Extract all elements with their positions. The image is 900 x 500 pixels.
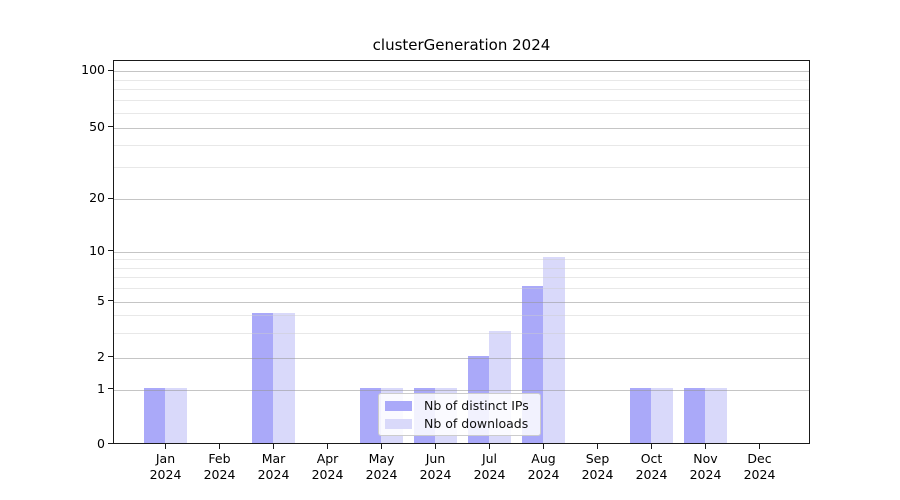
minor-gridline-90 — [114, 79, 809, 81]
x-tick-mark — [597, 444, 599, 449]
x-tick-mark — [651, 444, 653, 449]
y-tick-label-50: 50 — [89, 118, 105, 134]
y-tick-label-2: 2 — [97, 348, 105, 364]
bar-downloads-nov — [705, 387, 727, 443]
y-tick-label-20: 20 — [89, 190, 105, 205]
legend-label-distinct-ips: Nb of distinct IPs — [424, 398, 529, 413]
x-tick-mark — [705, 444, 707, 449]
minor-gridline-60 — [114, 112, 809, 114]
chart-title: clusterGeneration 2024 — [372, 36, 551, 54]
minor-gridline-6 — [114, 288, 809, 290]
legend-item-downloads: Nb of downloads — [385, 416, 540, 431]
x-tick-mark — [219, 444, 221, 449]
y-tick-label-5: 5 — [97, 292, 105, 308]
bar-distinct-ips-nov — [683, 387, 706, 443]
minor-gridline-40 — [114, 144, 809, 146]
x-tick-label-sep: Sep 2024 — [581, 451, 614, 482]
legend-swatch-downloads — [385, 418, 412, 429]
minor-gridline-8 — [114, 267, 809, 269]
legend: Nb of distinct IPs Nb of downloads — [378, 393, 541, 436]
y-tick-mark — [108, 126, 113, 128]
x-tick-mark — [381, 444, 383, 449]
bar-downloads-oct — [651, 387, 673, 443]
y-tick-label-1: 1 — [97, 380, 105, 396]
bar-distinct-ips-jan — [143, 387, 166, 443]
major-gridline-1 — [114, 389, 809, 391]
bar-downloads-jan — [165, 387, 187, 443]
y-tick-label-100: 100 — [81, 62, 105, 77]
x-tick-label-feb: Feb 2024 — [203, 451, 236, 482]
x-tick-label-jun: Jun 2024 — [419, 451, 452, 482]
x-tick-label-oct: Oct 2024 — [635, 451, 668, 482]
minor-gridline-3 — [114, 332, 809, 334]
major-gridline-10 — [114, 251, 809, 253]
x-tick-mark — [435, 444, 437, 449]
x-tick-label-aug: Aug 2024 — [527, 451, 560, 482]
minor-gridline-70 — [114, 100, 809, 102]
minor-gridline-9 — [114, 259, 809, 261]
y-tick-mark — [108, 69, 113, 71]
minor-gridline-7 — [114, 277, 809, 279]
y-tick-mark — [108, 356, 113, 358]
x-tick-label-jul: Jul 2024 — [473, 451, 506, 482]
bar-downloads-aug — [543, 257, 565, 443]
bar-distinct-ips-may — [359, 387, 382, 443]
major-gridline-20 — [114, 199, 809, 200]
y-tick-label-10: 10 — [89, 242, 105, 258]
x-tick-mark — [327, 444, 329, 449]
legend-swatch-distinct-ips — [385, 400, 412, 411]
y-tick-mark — [108, 197, 113, 199]
y-tick-mark — [108, 300, 113, 302]
x-tick-label-apr: Apr 2024 — [311, 451, 344, 482]
y-tick-mark — [108, 250, 113, 252]
x-tick-mark — [165, 444, 167, 449]
major-gridline-100 — [114, 71, 809, 72]
bar-distinct-ips-oct — [629, 387, 652, 443]
x-tick-label-mar: Mar 2024 — [257, 451, 290, 482]
legend-label-downloads: Nb of downloads — [424, 416, 529, 431]
major-gridline-2 — [114, 357, 809, 359]
plot-area — [113, 60, 810, 444]
y-tick-mark — [108, 388, 113, 390]
legend-item-distinct-ips: Nb of distinct IPs — [385, 398, 540, 413]
minor-gridline-80 — [114, 89, 809, 91]
bar-distinct-ips-mar — [251, 313, 274, 443]
minor-gridline-30 — [114, 167, 809, 169]
y-tick-label-0: 0 — [97, 435, 105, 451]
major-gridline-5 — [114, 301, 809, 303]
x-tick-label-jan: Jan 2024 — [149, 451, 182, 482]
major-gridline-50 — [114, 127, 809, 129]
x-tick-mark — [759, 444, 761, 449]
x-tick-mark — [273, 444, 275, 449]
x-tick-label-may: May 2024 — [365, 451, 398, 482]
x-tick-mark — [489, 444, 491, 449]
bar-downloads-mar — [273, 313, 295, 443]
y-tick-mark — [108, 443, 113, 445]
x-tick-mark — [543, 444, 545, 449]
x-tick-label-nov: Nov 2024 — [689, 451, 722, 482]
x-tick-label-dec: Dec 2024 — [743, 451, 776, 482]
minor-gridline-4 — [114, 315, 809, 317]
